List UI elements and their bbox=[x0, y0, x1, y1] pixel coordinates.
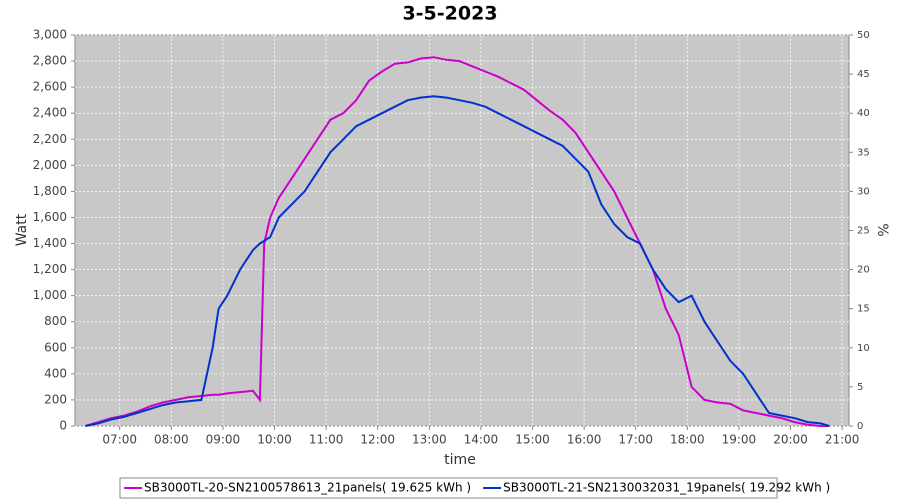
x-tick-label: 15:00 bbox=[515, 433, 550, 447]
y-tick-label: 2,800 bbox=[33, 54, 67, 68]
y2-tick-label: 40 bbox=[857, 108, 870, 119]
y2-tick-label: 45 bbox=[857, 69, 870, 80]
x-tick-label: 12:00 bbox=[360, 433, 395, 447]
x-tick-label: 14:00 bbox=[464, 433, 499, 447]
y-axis-label: Watt bbox=[14, 213, 30, 246]
y-tick-label: 0 bbox=[59, 419, 67, 433]
y2-tick-label: 5 bbox=[857, 382, 863, 393]
plot-area bbox=[74, 34, 850, 427]
y-tick-label: 600 bbox=[44, 340, 67, 354]
y-tick-label: 400 bbox=[44, 366, 67, 380]
y2-tick-label: 0 bbox=[857, 421, 863, 432]
y-tick-label: 1,800 bbox=[33, 184, 67, 198]
y2-tick-label: 35 bbox=[857, 147, 870, 158]
x-tick-label: 13:00 bbox=[412, 433, 447, 447]
x-tick-label: 09:00 bbox=[206, 433, 241, 447]
x-tick-label: 10:00 bbox=[257, 433, 292, 447]
y2-tick-label: 50 bbox=[857, 30, 870, 41]
x-axis-label: time bbox=[444, 452, 476, 468]
x-tick-label: 21:00 bbox=[825, 433, 860, 447]
y2-tick-label: 20 bbox=[857, 265, 870, 276]
y-tick-label: 2,600 bbox=[33, 80, 67, 94]
x-tick-label: 16:00 bbox=[567, 433, 602, 447]
y-tick-label: 1,400 bbox=[33, 236, 67, 250]
x-tick-label: 07:00 bbox=[102, 433, 137, 447]
x-tick-label: 20:00 bbox=[773, 433, 808, 447]
y-tick-label: 2,400 bbox=[33, 106, 67, 120]
y-tick-label: 200 bbox=[44, 392, 67, 406]
y-tick-label: 1,600 bbox=[33, 210, 67, 224]
y-tick-label: 800 bbox=[44, 314, 67, 328]
y2-tick-label: 25 bbox=[857, 226, 870, 237]
x-tick-label: 18:00 bbox=[670, 433, 705, 447]
y-tick-label: 1,000 bbox=[33, 288, 67, 302]
y-tick-label: 2,200 bbox=[33, 132, 67, 146]
legend-box bbox=[119, 477, 778, 499]
y-tick-label: 2,000 bbox=[33, 158, 67, 172]
x-tick-label: 08:00 bbox=[154, 433, 189, 447]
legend-label: SB3000TL-21-SN2130032031_19panels( 19.29… bbox=[503, 481, 830, 495]
y2-tick-label: 15 bbox=[857, 304, 870, 315]
legend-label: SB3000TL-20-SN2100578613_21panels( 19.62… bbox=[144, 481, 471, 495]
series-line bbox=[85, 95, 830, 427]
y-tick-label: 3,000 bbox=[33, 28, 67, 42]
x-tick-label: 11:00 bbox=[309, 433, 344, 447]
x-tick-label: 17:00 bbox=[618, 433, 653, 447]
series-line bbox=[85, 56, 830, 427]
x-tick-label: 19:00 bbox=[722, 433, 757, 447]
y2-axis-label: % bbox=[874, 223, 890, 236]
y2-tick-label: 30 bbox=[857, 186, 870, 197]
chart-title: 3-5-2023 bbox=[402, 3, 497, 25]
y2-tick-label: 10 bbox=[857, 343, 870, 354]
y-tick-label: 1,200 bbox=[33, 262, 67, 276]
